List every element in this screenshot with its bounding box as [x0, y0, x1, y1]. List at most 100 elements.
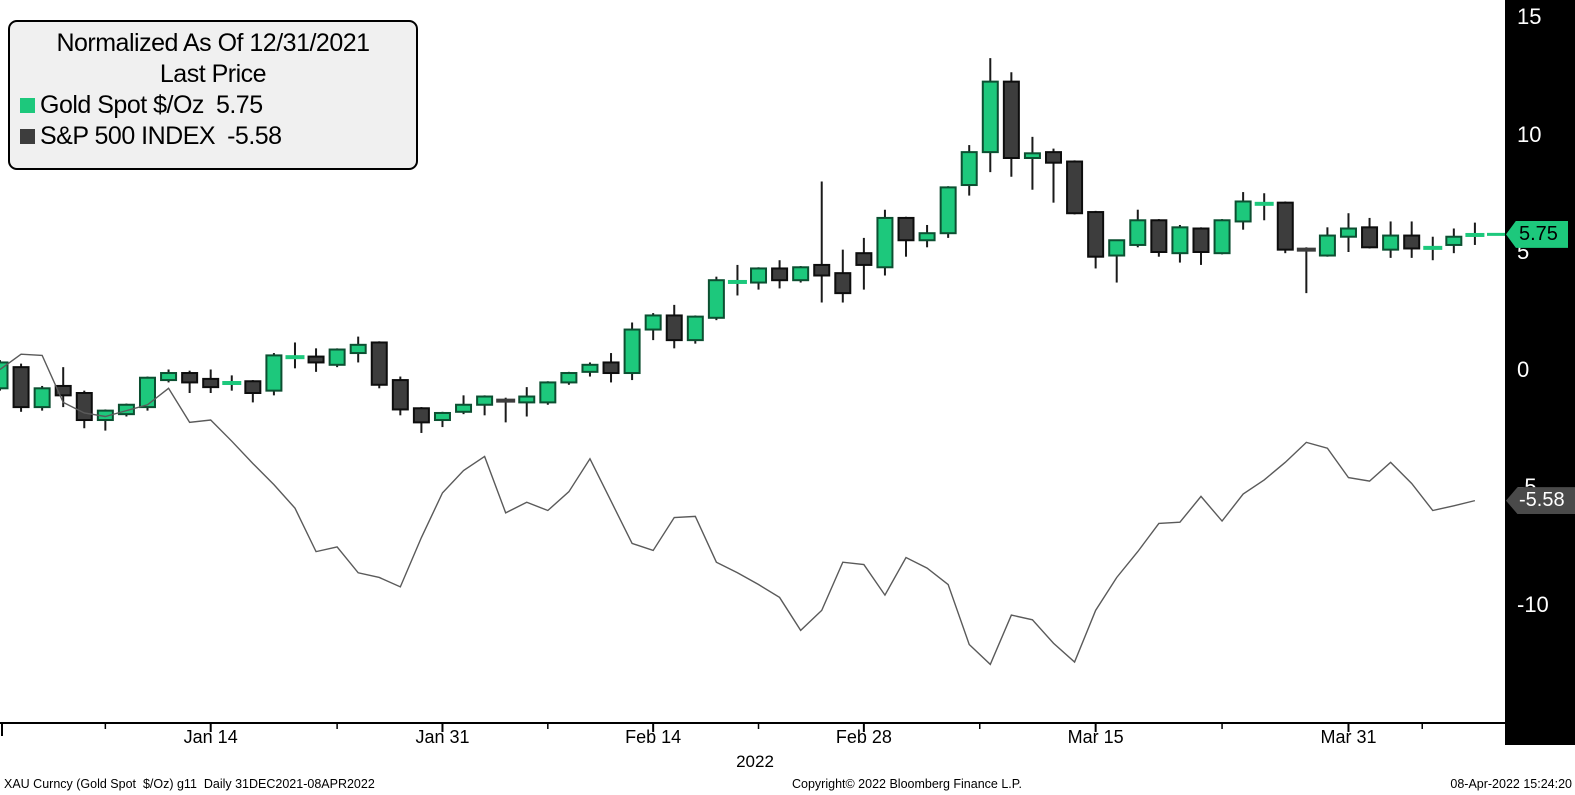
candle-body [623, 328, 641, 375]
candle-doji-dash [1423, 245, 1443, 250]
candle-body [1002, 80, 1020, 159]
candle-body [1276, 201, 1294, 251]
legend-title: Normalized As Of 12/31/2021 [56, 29, 370, 57]
spx-series-swatch-icon [20, 129, 35, 144]
candle-body [160, 372, 178, 382]
candle-body [644, 314, 662, 331]
candle-body [960, 151, 978, 187]
y-axis-panel [1505, 0, 1575, 745]
x-axis-tick-label: Feb 14 [625, 727, 682, 747]
candle-body [813, 263, 831, 277]
candle-body [54, 384, 72, 397]
candle-body [412, 407, 430, 424]
candle-doji-dash [222, 381, 242, 386]
candle-body [349, 343, 367, 355]
candle-body [1108, 239, 1126, 257]
x-axis-year-label: 2022 [736, 752, 774, 771]
candle-body [665, 314, 683, 342]
candle-body [433, 411, 451, 422]
candle-body [897, 216, 915, 242]
candle-body [1045, 151, 1062, 164]
candle-body [1403, 234, 1421, 250]
candle-body [707, 279, 725, 319]
candle-body [391, 379, 409, 411]
legend-box: Normalized As Of 12/31/2021 Last Price G… [8, 20, 418, 170]
candle-body [1361, 226, 1379, 249]
candle-body [518, 395, 536, 404]
x-axis-tick-label: Jan 31 [415, 727, 470, 747]
candle-body [181, 372, 199, 384]
candle-body [202, 377, 220, 389]
price-chart-plot[interactable] [0, 0, 1575, 750]
candle-body [12, 366, 30, 409]
footer-security-info: XAU Curncy (Gold Spot $/Oz) g11 Daily 31… [4, 777, 375, 791]
candle-doji-dash [496, 398, 516, 403]
spx-series-value: -5.58 [227, 122, 282, 150]
candle-doji-dash [1465, 232, 1485, 237]
y-axis-tick-label: 15 [1517, 4, 1542, 29]
candle-body [33, 387, 51, 409]
gold-series-value: 5.75 [215, 91, 263, 119]
legend-subtitle: Last Price [159, 60, 267, 88]
y-axis-tick-label: 0 [1517, 356, 1530, 382]
x-axis-tick-label: Mar 31 [1320, 727, 1377, 747]
legend-item-spx: S&P 500 INDEX -5.58 [18, 121, 408, 152]
spx-line [0, 353, 1476, 666]
candle-doji-dash [1296, 247, 1316, 252]
candle-body [581, 363, 599, 373]
candle-body [750, 267, 768, 284]
candle-doji-dash [727, 279, 747, 284]
candle-body [939, 186, 957, 235]
legend-item-gold: Gold Spot $/Oz 5.75 [18, 90, 408, 121]
candle-body [1129, 219, 1147, 246]
candle-body [602, 361, 620, 375]
x-axis-tick-label: Feb 28 [835, 727, 892, 747]
gold-series-label: Gold Spot $/Oz [40, 91, 204, 119]
candle-body [328, 348, 346, 366]
candle-body [834, 272, 852, 295]
candle-body [855, 252, 873, 266]
candle-body [1150, 219, 1168, 253]
gold-last-price-badge: 5.75 [1506, 220, 1568, 248]
candle-body [771, 267, 789, 282]
candle-body [686, 315, 704, 342]
candle-body [1087, 211, 1105, 258]
candle-body [138, 376, 156, 409]
candle-body [539, 381, 557, 404]
gold-series-swatch-icon [20, 98, 35, 113]
footer-timestamp: 08-Apr-2022 15:24:20 [1450, 777, 1572, 791]
candle-body [370, 341, 388, 386]
candle-body [0, 361, 9, 390]
candle-body [918, 232, 936, 242]
candle-body [792, 266, 810, 282]
candle-body [1234, 200, 1252, 223]
candle-body [117, 403, 135, 416]
candle-body [1171, 226, 1189, 255]
candle-body [1445, 235, 1463, 246]
x-axis-tick-label: Jan 14 [183, 727, 238, 747]
candle-body [876, 216, 894, 269]
candle-body [981, 80, 999, 154]
footer-bar: XAU Curncy (Gold Spot $/Oz) g11 Daily 31… [0, 774, 1575, 795]
candle-body [265, 354, 283, 392]
candle-body [1382, 234, 1400, 251]
candle-body [1213, 219, 1231, 255]
candle-body [1023, 152, 1041, 160]
footer-copyright: Copyright© 2022 Bloomberg Finance L.P. [792, 777, 1022, 791]
x-axis-tick-label: Mar 15 [1067, 727, 1124, 747]
y-axis-tick-label: -10 [1517, 591, 1549, 617]
candle-body [560, 372, 578, 384]
candle-body [1318, 234, 1336, 257]
candle-body [1339, 227, 1357, 238]
candle-body [455, 403, 473, 413]
spx-last-price-badge: -5.58 [1506, 487, 1575, 515]
candle-body [476, 395, 494, 406]
candle-body [1066, 160, 1084, 215]
candle-body [307, 355, 325, 364]
candle-doji-dash [1254, 201, 1274, 206]
candle-body [1192, 227, 1210, 253]
spx-series-label: S&P 500 INDEX [40, 122, 216, 150]
candle-doji-dash [285, 355, 305, 360]
candle-body [75, 392, 93, 422]
